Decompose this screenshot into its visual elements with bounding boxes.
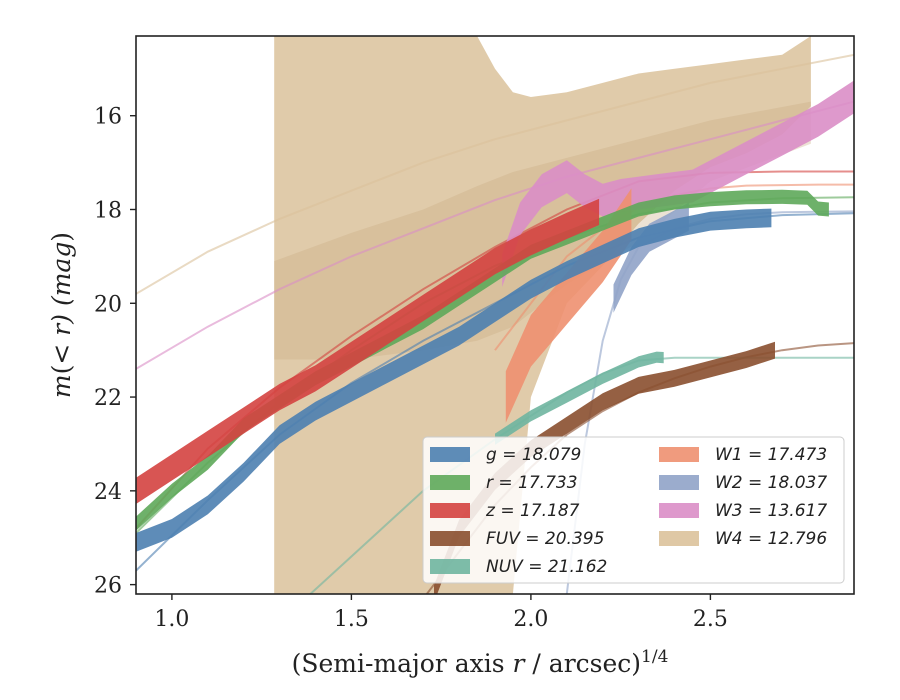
- legend: g = 18.079 r = 17.733 z = 17.187 FUV = 20.3…: [422, 436, 845, 584]
- x-tick-label: 1.5: [334, 607, 369, 632]
- data-band-z: [136, 198, 600, 504]
- y-axis-title: m(< r) (mag): [47, 232, 76, 398]
- legend-label-g: g = 18.079: [486, 445, 581, 465]
- x-axis-title: (Semi-major axis r / arcsec)1/4: [292, 647, 669, 678]
- y-tick-label: 22: [94, 386, 122, 411]
- plot-area: [136, 36, 854, 594]
- y-tick-label: 16: [94, 105, 122, 130]
- y-tick-label: 20: [94, 292, 122, 317]
- x-tick-label: 2.5: [693, 607, 728, 632]
- legend-swatch-z: [430, 503, 470, 518]
- legend-swatch-nuv: [430, 559, 470, 574]
- legend-label-z: z = 17.187: [485, 501, 580, 521]
- axes-ticks: 1.0 1.5 2.0 2.5 16 18 20 22 24 26: [94, 105, 728, 632]
- data-band-g: [136, 208, 772, 552]
- model-curve-w4: [136, 53, 854, 295]
- legend-box: [422, 436, 845, 584]
- legend-label-w4: W4 = 12.796: [715, 529, 827, 549]
- legend-swatch-fuv: [430, 531, 470, 546]
- legend-swatch-g: [430, 447, 470, 462]
- data-band-nuv: [495, 351, 664, 445]
- x-tick-label: 1.0: [154, 607, 189, 632]
- legend-label-nuv: NUV = 21.162: [486, 557, 607, 577]
- legend-label-r: r = 17.733: [486, 473, 578, 493]
- legend-label-w2: W2 = 18.037: [715, 473, 827, 493]
- y-tick-label: 26: [94, 574, 122, 599]
- model-curve-w3: [136, 100, 854, 370]
- y-tick-label: 24: [94, 480, 122, 505]
- plot-frame: [135, 35, 855, 595]
- legend-swatch-w4: [659, 531, 699, 546]
- legend-swatch-w3: [659, 503, 699, 518]
- legend-swatch-w1: [659, 447, 699, 462]
- legend-label-w3: W3 = 13.617: [715, 501, 827, 521]
- y-tick-label: 18: [94, 198, 122, 223]
- legend-label-fuv: FUV = 20.395: [486, 529, 604, 549]
- legend-label-w1: W1 = 17.473: [715, 445, 827, 465]
- legend-swatch-w2: [659, 475, 699, 490]
- data-band-w3: [502, 80, 854, 287]
- legend-swatch-r: [430, 475, 470, 490]
- x-tick-label: 2.0: [513, 607, 548, 632]
